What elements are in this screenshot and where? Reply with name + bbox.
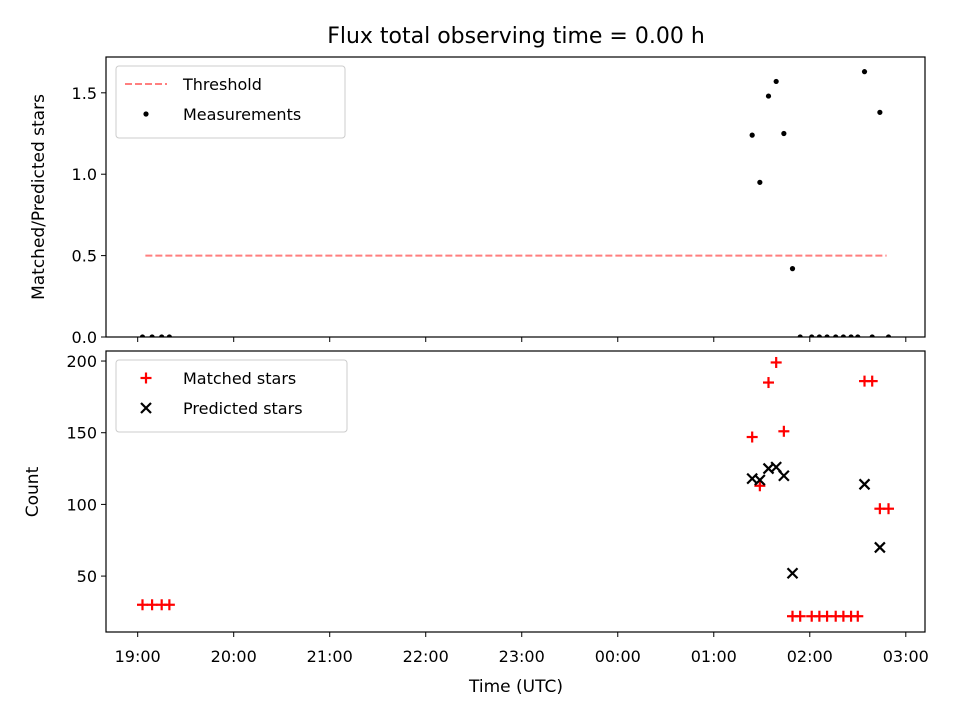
data-layer: [139, 69, 892, 337]
data-point: [146, 599, 158, 611]
y-tick-label: 1.5: [72, 84, 97, 103]
x-tick-label: 23:00: [499, 647, 545, 666]
legend-box: [115, 65, 346, 139]
y-tick-label: 1.0: [72, 165, 97, 184]
y-tick-label: 100: [66, 495, 97, 514]
series-measurements: [139, 69, 892, 337]
data-point: [762, 377, 774, 389]
data-point: [136, 599, 148, 611]
data-point: [757, 179, 763, 185]
data-point: [869, 334, 875, 337]
data-point: [746, 431, 758, 443]
x-stroke-b: [874, 541, 886, 554]
data-point: [765, 93, 772, 99]
data-point: [778, 425, 790, 437]
data-point: [159, 334, 165, 337]
legend-box: [115, 359, 348, 433]
x-stroke-b: [778, 469, 790, 482]
x-stroke-b: [754, 474, 766, 486]
x-stroke-b: [762, 462, 775, 475]
legend-label: Matched stars: [183, 369, 296, 388]
data-point: [816, 334, 822, 337]
data-point: [773, 78, 779, 85]
legend-label: Measurements: [183, 105, 301, 124]
legend: Matched stars Predicted stars: [115, 359, 348, 433]
chart-title: Flux total observing time = 0.00 h: [327, 24, 705, 49]
data-point: [883, 503, 895, 515]
x-stroke-b: [786, 567, 799, 579]
x-tick-label: 20:00: [211, 647, 257, 666]
data-point: [866, 375, 878, 387]
x-tick-label: 21:00: [307, 647, 353, 666]
data-point: [754, 480, 766, 492]
data-point: [874, 541, 886, 554]
legend-marker: [143, 111, 149, 117]
data-point: [848, 334, 854, 337]
x-tick-label: 03:00: [883, 647, 929, 666]
x-axis-label: Time (UTC): [468, 677, 563, 697]
data-point: [786, 567, 799, 579]
data-point: [797, 334, 803, 337]
legend-marker: [140, 372, 152, 384]
data-point: [754, 474, 766, 486]
x-tick-label: 19:00: [115, 647, 161, 666]
top-panel: 0.0 0.5 1.0 1.5 Threshold Measurements: [72, 56, 926, 347]
data-point: [840, 334, 846, 337]
data-point: [809, 334, 815, 337]
data-point: [877, 109, 883, 115]
x-stroke-b: [140, 402, 152, 414]
data-layer: [136, 356, 895, 622]
data-point: [858, 478, 871, 491]
data-point: [778, 469, 790, 482]
legend-label: Predicted stars: [183, 399, 303, 418]
data-point: [855, 334, 861, 337]
x-stroke-b: [858, 478, 871, 491]
x-tick-label: 22:00: [403, 647, 449, 666]
data-point: [781, 130, 787, 137]
data-point: [149, 334, 155, 337]
y-tick-label: 150: [66, 424, 97, 443]
y-tick-label: 0.5: [72, 247, 97, 266]
data-point: [794, 610, 806, 622]
data-point: [166, 334, 172, 337]
y-tick-label: 50: [77, 567, 97, 586]
series-matched-stars: [136, 356, 895, 622]
data-point: [139, 334, 146, 337]
x-tick-label: 01:00: [691, 647, 737, 666]
data-point: [824, 334, 830, 337]
data-point: [789, 266, 796, 272]
legend-marker: [140, 402, 152, 414]
data-point: [770, 356, 782, 368]
data-point: [163, 599, 175, 611]
data-point: [749, 132, 755, 138]
data-point: [852, 610, 864, 622]
data-point: [833, 334, 839, 337]
y-tick-label: 0.0: [72, 328, 97, 347]
x-tick-label: 00:00: [595, 647, 641, 666]
plot-area: 0.0 0.5 1.0 1.5 Threshold Measurements 50 100 15…: [66, 56, 929, 666]
x-tick-label: 02:00: [787, 647, 833, 666]
bottom-y-axis-label: Count: [23, 466, 43, 517]
data-point: [885, 334, 892, 337]
axes-frame: [105, 350, 926, 633]
top-y-axis-label: Matched/Predicted stars: [29, 94, 49, 300]
x-stroke-b: [770, 461, 782, 473]
y-tick-label: 200: [66, 352, 97, 371]
legend-label: Threshold: [182, 75, 262, 94]
series-predicted-stars: [746, 461, 886, 579]
bottom-panel: 50 100 150 200 19:00 20:00 21:00 22:00 23:00 00:0…: [66, 350, 929, 666]
data-point: [861, 69, 868, 75]
legend: Threshold Measurements: [115, 65, 346, 139]
axes-frame: [105, 56, 926, 338]
